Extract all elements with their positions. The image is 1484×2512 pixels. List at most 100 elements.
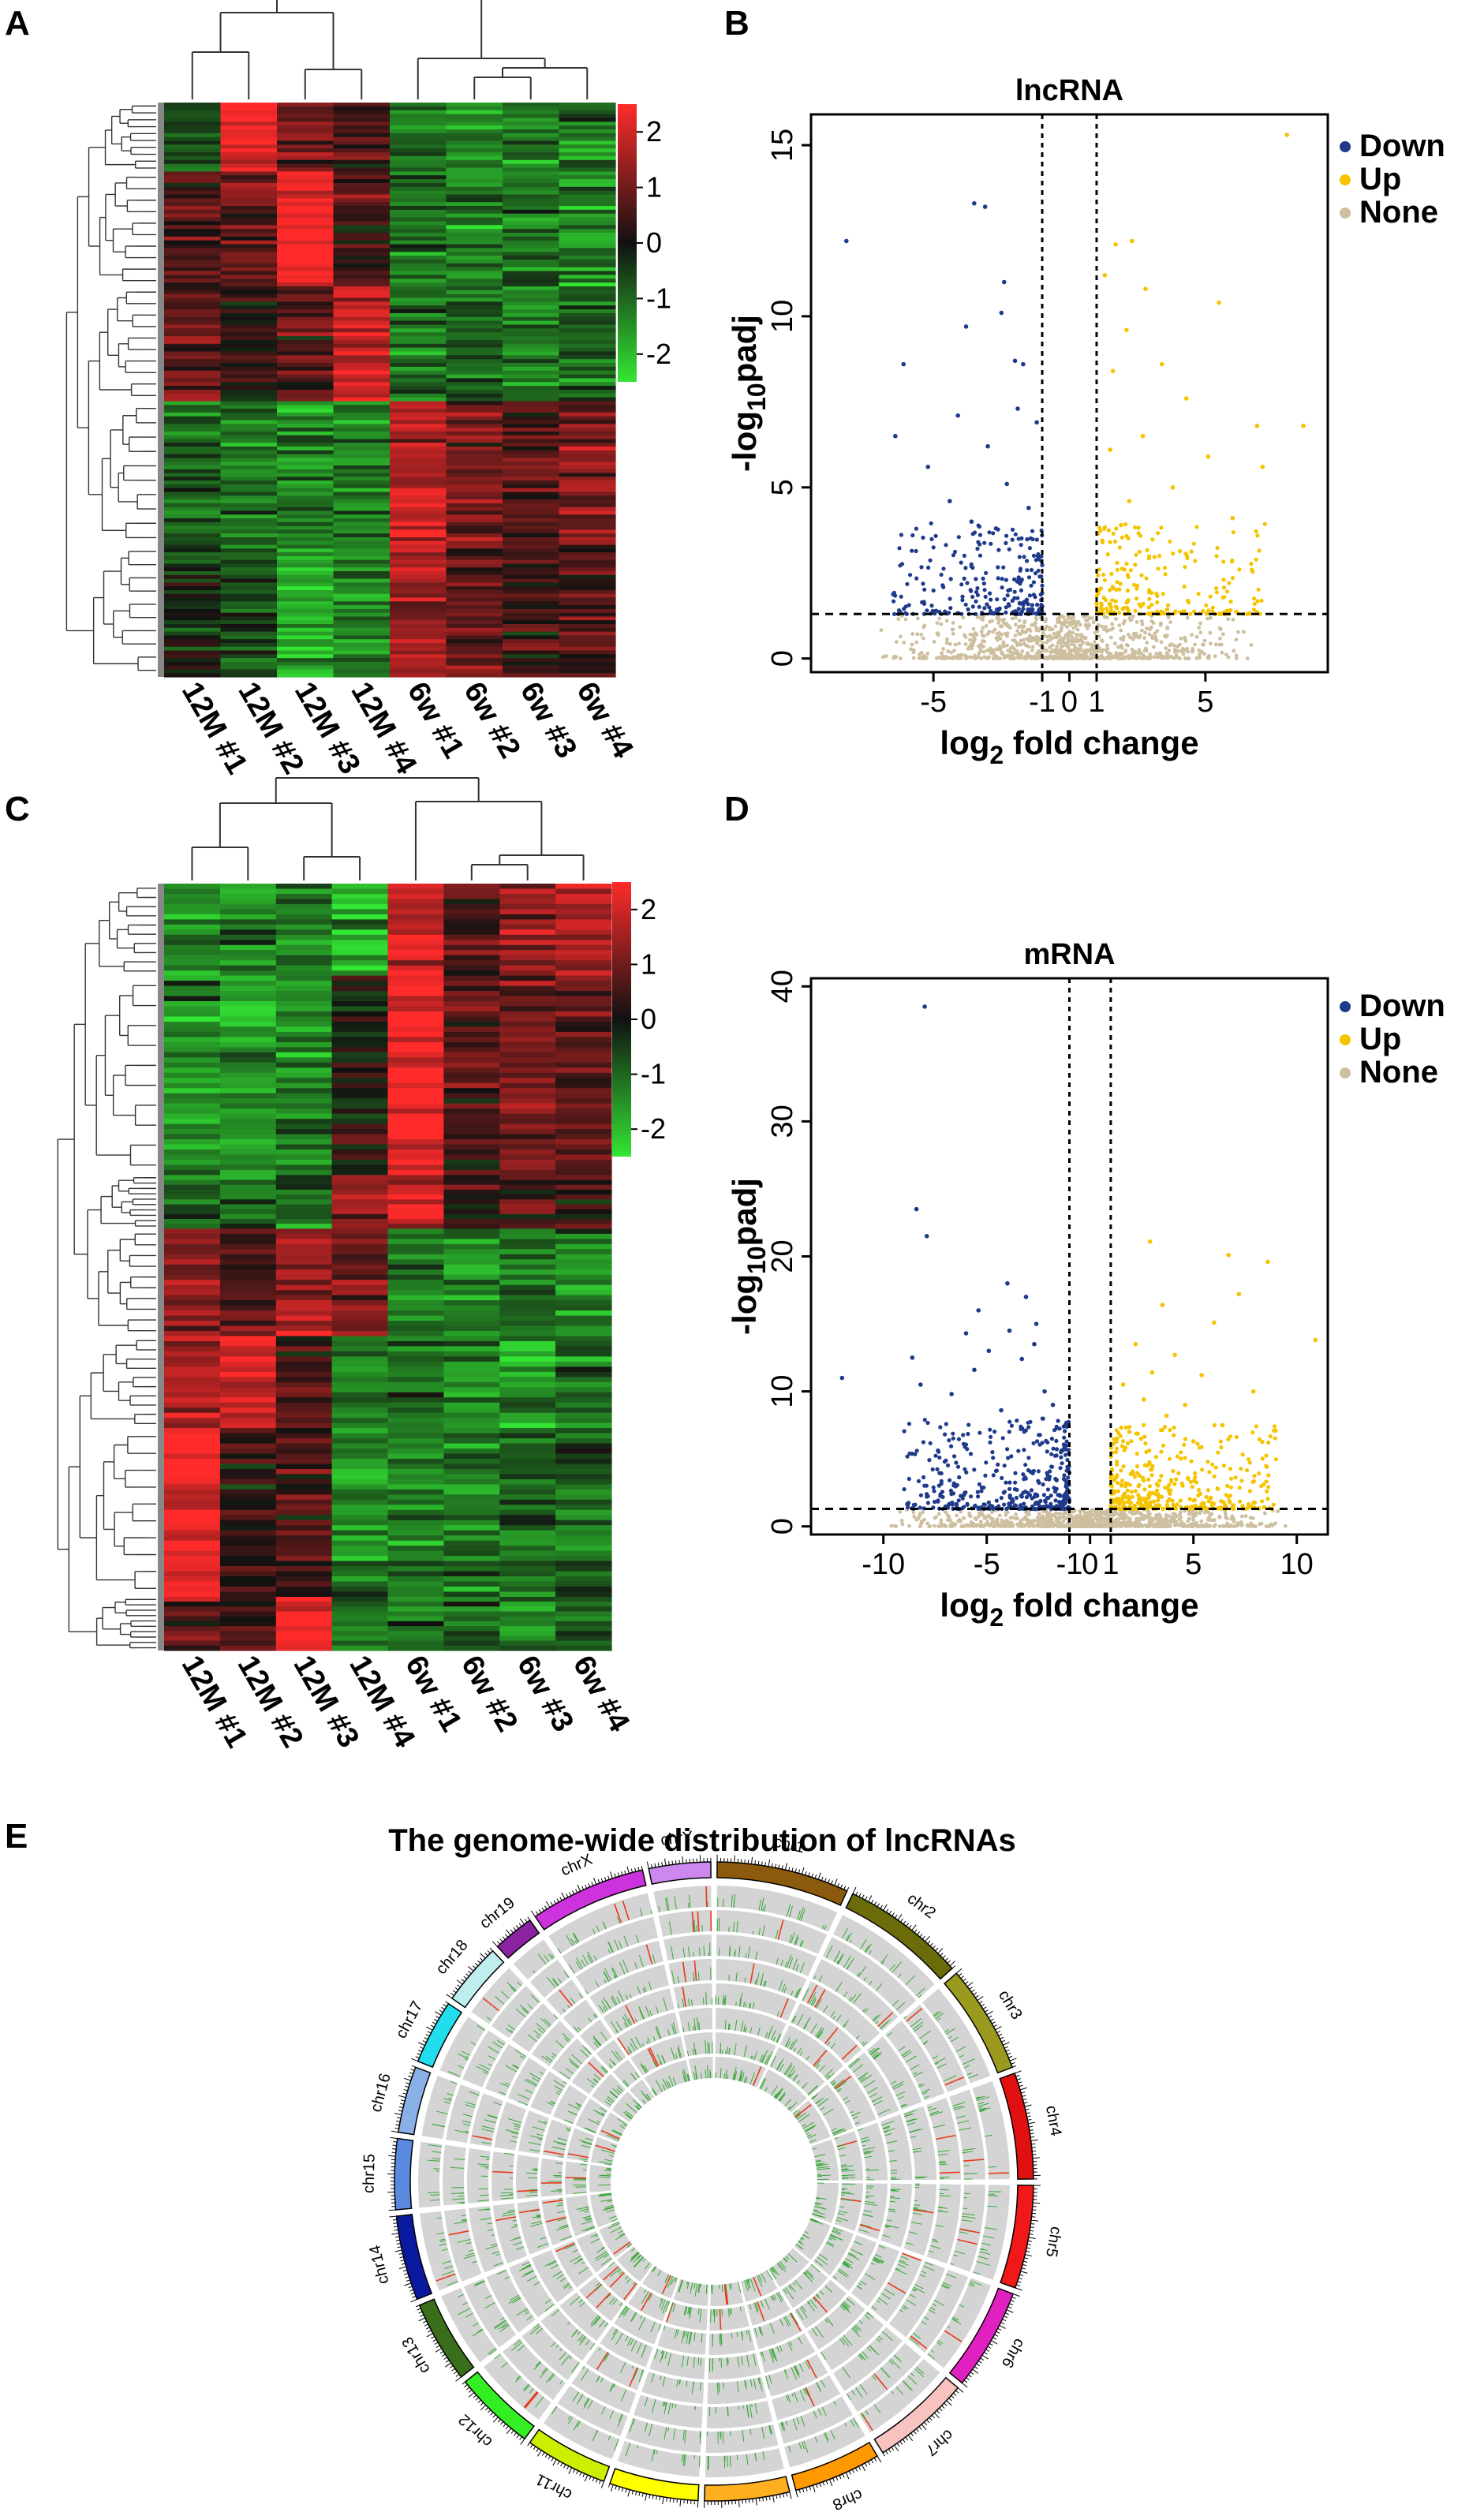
- point-none: [935, 656, 939, 660]
- heatmap-cell: [387, 1209, 444, 1215]
- heatmap-cell: [446, 159, 503, 165]
- point-none: [1058, 1516, 1063, 1520]
- heatmap-cell: [559, 152, 616, 157]
- x-tick-label: -5: [920, 686, 947, 719]
- point-down: [1019, 588, 1023, 593]
- heatmap-cell: [387, 1269, 444, 1276]
- heatmap-cell: [499, 1026, 556, 1033]
- point-down: [968, 588, 973, 592]
- point-down: [1017, 555, 1022, 559]
- point-up: [1094, 601, 1099, 606]
- heatmap-cell: [164, 175, 222, 180]
- heatmap-cell: [164, 552, 222, 557]
- heatmap-cell: [333, 347, 391, 353]
- heatmap-cell: [219, 1305, 277, 1311]
- point-down: [945, 1463, 951, 1467]
- heatmap-cell: [443, 884, 500, 890]
- point-none: [1208, 630, 1213, 635]
- heatmap-cell: [387, 888, 444, 895]
- heatmap-cell: [275, 1259, 333, 1265]
- point-up: [1221, 559, 1226, 564]
- heatmap-cell: [499, 1520, 556, 1526]
- point-none: [1198, 652, 1202, 656]
- heatmap-cell: [387, 965, 444, 971]
- point-down: [931, 1485, 936, 1490]
- heatmap-cell: [164, 1300, 221, 1306]
- heatmap-cell: [331, 1520, 389, 1526]
- heatmap-cell: [499, 940, 556, 946]
- heatmap-cell: [275, 1139, 333, 1146]
- heatmap-cell: [219, 894, 277, 900]
- heatmap-cell: [387, 1184, 444, 1191]
- heatmap-cell: [333, 492, 391, 496]
- heatmap-cell: [387, 1290, 444, 1296]
- point-none: [1086, 648, 1090, 652]
- heatmap-cell: [503, 642, 560, 648]
- heatmap-cell: [164, 1591, 221, 1598]
- point-none: [1120, 645, 1124, 650]
- point-up: [1251, 596, 1257, 601]
- heatmap-cell: [277, 488, 335, 493]
- heatmap-cell: [446, 631, 503, 636]
- point-up: [1124, 327, 1129, 333]
- heatmap-cell: [331, 1371, 389, 1377]
- point-down: [997, 606, 1002, 611]
- point-none: [1072, 648, 1077, 652]
- heatmap-cell: [164, 1361, 221, 1367]
- point-down: [892, 611, 897, 616]
- heatmap-cell: [220, 252, 278, 256]
- point-none: [1017, 656, 1021, 660]
- heatmap-cell: [503, 320, 560, 326]
- heatmap-cell: [387, 899, 444, 905]
- heatmap-cell: [331, 1047, 389, 1053]
- heatmap-cell: [219, 960, 277, 966]
- heatmap-cell: [503, 665, 560, 670]
- heatmap-cell: [559, 639, 616, 644]
- heatmap-cell: [446, 597, 503, 602]
- point-none: [1221, 632, 1225, 637]
- point-none: [1017, 632, 1022, 636]
- heatmap-cell: [220, 233, 278, 237]
- point-none: [1060, 622, 1064, 626]
- color-scale-tick: 2: [641, 893, 656, 925]
- heatmap-cell: [555, 1499, 612, 1505]
- heatmap-cell: [331, 1144, 389, 1150]
- heatmap-cell: [164, 601, 222, 606]
- point-none: [1147, 632, 1152, 637]
- heatmap-cell: [499, 1566, 556, 1572]
- heatmap-cell: [503, 256, 560, 260]
- heatmap-cell: [555, 1189, 612, 1195]
- heatmap-cell: [219, 1566, 277, 1572]
- point-down: [1030, 529, 1035, 533]
- point-down: [899, 533, 903, 537]
- heatmap-cell: [555, 1331, 612, 1337]
- point-none: [1123, 649, 1128, 652]
- heatmap-cell: [559, 263, 616, 268]
- heatmap-cell: [277, 351, 335, 356]
- heatmap-cell: [443, 1123, 500, 1130]
- heatmap-cell: [443, 1031, 500, 1037]
- heatmap-cell: [387, 1072, 444, 1078]
- point-none: [974, 1523, 978, 1527]
- sample-label: 6w #4: [566, 1650, 636, 1738]
- heatmap-cell: [275, 1189, 333, 1195]
- heatmap-cell: [503, 574, 560, 580]
- heatmap-cell: [446, 514, 503, 519]
- point-none: [1023, 1523, 1028, 1527]
- heatmap-cell: [503, 616, 560, 621]
- heatmap-cell: [390, 540, 447, 546]
- heatmap-cell: [555, 1022, 612, 1028]
- heatmap-cell: [219, 1597, 277, 1602]
- heatmap-cell: [275, 1233, 333, 1239]
- point-up: [1250, 567, 1254, 572]
- heatmap-cell: [277, 118, 335, 122]
- heatmap-cell: [220, 320, 278, 326]
- heatmap-cell: [499, 1606, 556, 1613]
- heatmap-cell: [503, 206, 560, 211]
- heatmap-cell: [446, 336, 503, 341]
- point-none: [1234, 637, 1239, 642]
- point-none: [1035, 641, 1039, 646]
- heatmap-cell: [331, 1571, 389, 1577]
- heatmap-cell: [164, 586, 222, 591]
- point-down: [897, 546, 902, 551]
